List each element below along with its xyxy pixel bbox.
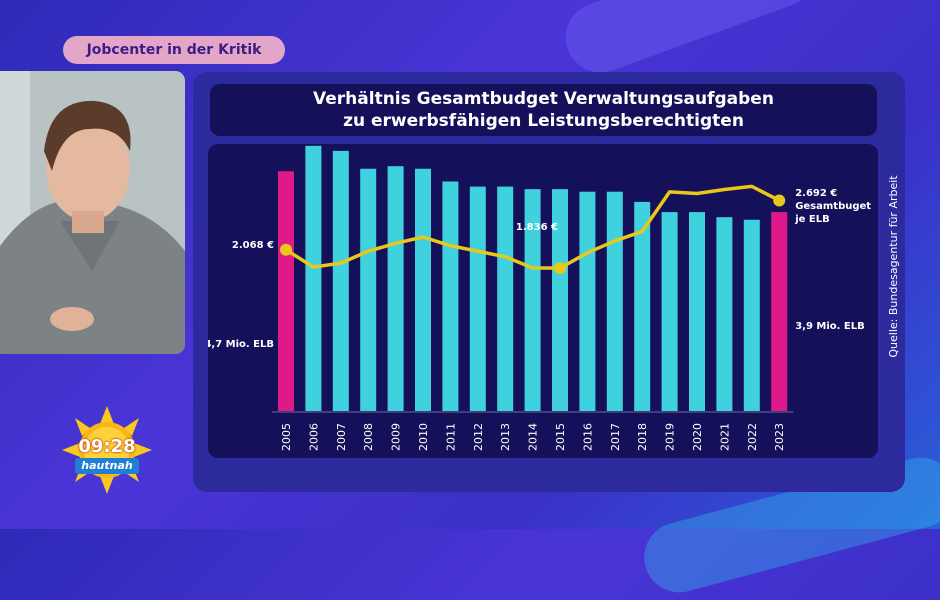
- chart-area: 2005 2006 2007 2008 2009 2010 2011 2012 2013 2014…: [208, 144, 878, 458]
- data-label-2023: 2.692 €: [795, 188, 837, 199]
- bar-2010: [415, 168, 431, 411]
- line-point-2005: [280, 243, 292, 256]
- bar-2016: [579, 191, 596, 411]
- bar-line-chart: 2005 2006 2007 2008 2009 2010 2011 2012 2013 2014…: [208, 145, 871, 451]
- data-label-2015: 1.836 €: [516, 222, 558, 233]
- source-note: Quelle: Bundesagentur für Arbeit: [886, 175, 900, 360]
- chart-title: Verhältnis Gesamtbudget Verwaltungsaufga…: [313, 89, 774, 109]
- x-tick-label: 2011: [444, 423, 457, 451]
- x-tick-label: 2022: [746, 423, 759, 451]
- x-tick-label: 2005: [280, 423, 293, 451]
- bar-label-2023: 3,9 Mio. ELB: [795, 321, 865, 332]
- x-tick-label: 2019: [664, 423, 677, 451]
- x-tick-label: 2010: [417, 423, 430, 451]
- background-swoosh: [555, 0, 825, 83]
- bar-2005: [278, 171, 294, 411]
- bar-2023: [771, 212, 788, 411]
- x-tick-label: 2016: [581, 423, 594, 451]
- show-logo: hautnah: [75, 458, 139, 474]
- presenter-video: [0, 71, 185, 354]
- bar-2022: [743, 219, 760, 411]
- x-tick-label: 2023: [773, 423, 786, 451]
- bar-2021: [716, 217, 733, 411]
- line-point-2023: [773, 194, 786, 207]
- bar-2014: [524, 189, 541, 411]
- bar-2020: [689, 212, 705, 411]
- x-tick-label: 2014: [527, 423, 540, 451]
- x-tick-label: 2021: [718, 423, 731, 451]
- bar-2018: [634, 201, 651, 411]
- data-label-2023-desc: je ELB: [794, 214, 830, 225]
- clock-time: 09:28: [78, 436, 136, 457]
- bar-2011: [442, 181, 459, 411]
- bar-2013: [497, 186, 514, 411]
- bar-2017: [606, 191, 623, 411]
- presenter-image: [0, 71, 185, 354]
- bar-2009: [387, 166, 404, 411]
- x-tick-label: 2020: [691, 423, 704, 451]
- x-tick-label: 2018: [636, 423, 649, 451]
- x-tick-label: 2008: [362, 423, 375, 451]
- bar-2015: [552, 189, 568, 411]
- source-label: Quelle: Bundesagentur für Arbeit: [887, 175, 900, 358]
- x-tick-label: 2006: [307, 423, 320, 451]
- bar-2012: [469, 186, 486, 411]
- x-tick-label: 2013: [499, 423, 512, 451]
- bar-2008: [360, 168, 377, 411]
- x-tick-label: 2015: [554, 423, 567, 451]
- chart-subtitle: zu erwerbsfähigen Leistungsberechtigten: [343, 111, 744, 131]
- bar-2006: [305, 145, 322, 412]
- clock-logo: 09:28 hautnah: [62, 406, 152, 494]
- x-tick-label: 2007: [335, 423, 348, 451]
- data-label-2023-desc: Gesamtbuget: [795, 201, 871, 212]
- budget-line: [285, 184, 780, 270]
- bar-label-2005: 4,7 Mio. ELB: [208, 339, 274, 350]
- x-tick-label: 2017: [609, 423, 622, 451]
- bar-2019: [661, 212, 678, 411]
- topic-banner: Jobcenter in der Kritik: [63, 36, 285, 64]
- chart-title-box: [210, 84, 877, 136]
- line-point-2015: [554, 262, 566, 275]
- x-tick-label: 2012: [472, 423, 485, 451]
- bar-2007: [332, 150, 349, 411]
- data-label-2005: 2.068 €: [232, 240, 274, 251]
- x-tick-label: 2009: [390, 423, 403, 451]
